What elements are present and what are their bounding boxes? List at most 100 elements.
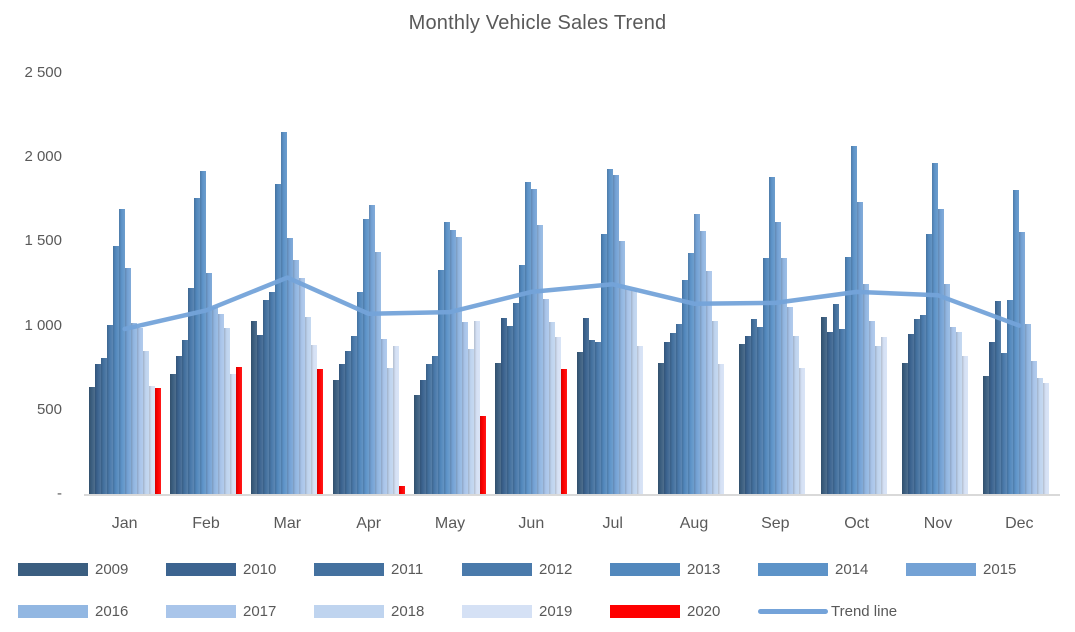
bar-2019-sep[interactable]: [799, 367, 806, 494]
bar-2012-jun[interactable]: [513, 302, 520, 494]
bar-2011-dec[interactable]: [995, 301, 1002, 494]
bar-2009-feb[interactable]: [170, 374, 176, 494]
bar-2010-nov[interactable]: [908, 334, 914, 494]
bar-2010-sep[interactable]: [745, 335, 752, 494]
bar-2013-nov[interactable]: [926, 233, 932, 494]
legend-item-2013[interactable]: 2013: [610, 561, 720, 578]
bar-2015-jun[interactable]: [531, 189, 538, 494]
bar-2016-jan[interactable]: [130, 323, 137, 494]
bar-2016-sep[interactable]: [781, 258, 788, 494]
bar-2014-mar[interactable]: [281, 131, 288, 494]
bar-2020-may[interactable]: [480, 415, 486, 494]
bar-2018-sep[interactable]: [793, 335, 800, 494]
bar-2012-may[interactable]: [432, 355, 438, 494]
bar-2009-jan[interactable]: [88, 387, 95, 494]
bar-2009-dec[interactable]: [983, 376, 990, 494]
bar-2011-jan[interactable]: [100, 357, 107, 494]
bar-2015-apr[interactable]: [368, 205, 375, 494]
bar-2014-apr[interactable]: [362, 218, 369, 494]
legend-item-2012[interactable]: 2012: [462, 561, 572, 578]
bar-2013-may[interactable]: [438, 270, 444, 494]
bar-2018-jan[interactable]: [142, 350, 149, 494]
bar-2010-dec[interactable]: [989, 342, 996, 494]
bar-2020-feb[interactable]: [236, 366, 242, 494]
bar-2011-apr[interactable]: [344, 350, 351, 494]
bar-2017-nov[interactable]: [950, 327, 956, 494]
bar-2018-jul[interactable]: [630, 290, 637, 494]
bar-2019-oct[interactable]: [880, 337, 887, 494]
bar-2012-apr[interactable]: [350, 335, 357, 494]
bar-2017-aug[interactable]: [706, 270, 712, 494]
legend-item-2015[interactable]: 2015: [906, 561, 1016, 578]
bar-2009-jun[interactable]: [495, 362, 502, 494]
bar-2010-may[interactable]: [420, 379, 426, 494]
bar-2019-nov[interactable]: [962, 355, 968, 494]
bar-2015-mar[interactable]: [287, 238, 294, 494]
bar-2011-sep[interactable]: [751, 318, 758, 494]
bar-2015-dec[interactable]: [1019, 232, 1026, 494]
trend-line[interactable]: [84, 73, 1060, 494]
bar-2012-aug[interactable]: [676, 323, 682, 494]
bar-2018-jun[interactable]: [549, 322, 556, 494]
bar-2011-aug[interactable]: [670, 333, 676, 494]
bar-2009-may[interactable]: [414, 394, 420, 494]
bar-2018-may[interactable]: [468, 349, 474, 494]
bar-2014-sep[interactable]: [769, 176, 776, 494]
bar-2017-mar[interactable]: [299, 278, 306, 494]
bar-2018-feb[interactable]: [224, 328, 230, 494]
bar-2017-jul[interactable]: [624, 288, 631, 494]
bar-2016-oct[interactable]: [862, 284, 869, 494]
bar-2018-oct[interactable]: [874, 345, 881, 494]
bar-2018-dec[interactable]: [1037, 377, 1044, 494]
bar-2010-feb[interactable]: [176, 355, 182, 494]
bar-2016-feb[interactable]: [212, 307, 218, 494]
bar-2015-sep[interactable]: [775, 222, 782, 494]
bar-2009-apr[interactable]: [332, 379, 339, 494]
bar-2009-sep[interactable]: [739, 344, 746, 494]
bar-2013-jun[interactable]: [519, 264, 526, 494]
bar-2014-jul[interactable]: [606, 169, 613, 494]
bar-2013-oct[interactable]: [844, 257, 851, 494]
bar-2009-oct[interactable]: [820, 317, 827, 494]
bar-2010-jun[interactable]: [501, 318, 508, 494]
bar-2013-sep[interactable]: [763, 258, 770, 494]
bar-2012-mar[interactable]: [269, 291, 276, 494]
bar-2014-feb[interactable]: [200, 170, 206, 494]
bar-2010-jan[interactable]: [94, 363, 101, 494]
bar-2019-mar[interactable]: [311, 344, 318, 494]
bar-2019-jun[interactable]: [555, 337, 562, 494]
bar-2012-oct[interactable]: [838, 328, 845, 494]
bar-2015-feb[interactable]: [206, 273, 212, 494]
bar-2014-nov[interactable]: [932, 163, 938, 494]
bar-2017-may[interactable]: [462, 322, 468, 494]
legend-item-2017[interactable]: 2017: [166, 603, 276, 620]
bar-2014-aug[interactable]: [688, 253, 694, 494]
bar-2013-dec[interactable]: [1007, 300, 1014, 494]
bar-2014-oct[interactable]: [850, 146, 857, 494]
bar-2017-apr[interactable]: [380, 339, 387, 494]
bar-2015-aug[interactable]: [694, 214, 700, 494]
bar-2011-mar[interactable]: [263, 299, 270, 494]
bar-2011-jul[interactable]: [588, 339, 595, 494]
legend-item-2009[interactable]: 2009: [18, 561, 128, 578]
legend-item-2016[interactable]: 2016: [18, 603, 128, 620]
bar-2011-nov[interactable]: [914, 318, 920, 494]
bar-2016-dec[interactable]: [1025, 323, 1032, 494]
bar-2017-jun[interactable]: [543, 298, 550, 494]
bar-2010-aug[interactable]: [664, 341, 670, 494]
bar-2014-may[interactable]: [444, 222, 450, 494]
bar-2019-may[interactable]: [474, 321, 480, 494]
bar-2015-jul[interactable]: [612, 174, 619, 494]
bar-2014-dec[interactable]: [1013, 190, 1020, 494]
bar-2013-aug[interactable]: [682, 280, 688, 494]
legend-item-trend-line[interactable]: Trend line: [758, 603, 897, 620]
bar-2016-may[interactable]: [456, 237, 462, 494]
bar-2012-feb[interactable]: [188, 287, 194, 494]
bar-2016-aug[interactable]: [700, 231, 706, 494]
bar-2018-apr[interactable]: [386, 367, 393, 494]
bar-2015-may[interactable]: [450, 230, 456, 494]
legend-item-2010[interactable]: 2010: [166, 561, 276, 578]
bar-2011-oct[interactable]: [832, 303, 839, 494]
bar-2016-apr[interactable]: [374, 251, 381, 494]
bar-2010-apr[interactable]: [338, 364, 345, 494]
